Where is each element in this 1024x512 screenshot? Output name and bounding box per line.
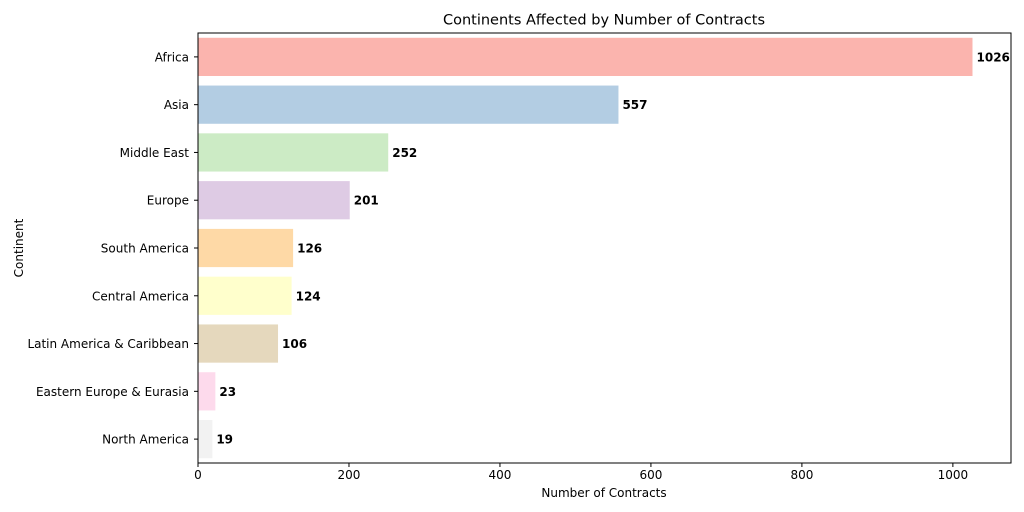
category-label: North America — [102, 433, 189, 447]
category-label: Eastern Europe & Eurasia — [36, 385, 189, 399]
data-label: 252 — [392, 146, 417, 160]
bars-group — [198, 37, 973, 459]
x-tick-label: 1000 — [938, 468, 969, 482]
bar — [198, 181, 350, 220]
data-label: 557 — [622, 98, 647, 112]
x-axis-ticks: 0 200 400 600 800 1000 — [194, 463, 968, 482]
category-label: Africa — [155, 50, 189, 64]
category-labels: Africa Asia Middle East Europe South America… — [27, 50, 198, 447]
data-labels: 1026 557 252 201 126 124 106 23 19 — [216, 50, 1010, 446]
data-label: 1026 — [977, 50, 1010, 64]
bar — [198, 372, 216, 411]
bar — [198, 85, 619, 124]
data-label: 201 — [354, 194, 379, 208]
chart-title: Continents Affected by Number of Contrac… — [443, 13, 765, 29]
category-label: Latin America & Caribbean — [27, 337, 189, 351]
data-label: 19 — [216, 433, 233, 447]
bar — [198, 420, 213, 459]
bar — [198, 133, 389, 172]
bar — [198, 324, 279, 363]
data-label: 124 — [296, 289, 321, 303]
category-label: Asia — [164, 98, 189, 112]
data-label: 106 — [282, 337, 307, 351]
category-label: Europe — [147, 194, 189, 208]
data-label: 23 — [219, 385, 236, 399]
bar — [198, 228, 294, 268]
x-axis-title: Number of Contracts — [541, 486, 666, 500]
bar — [198, 37, 973, 76]
category-label: South America — [101, 242, 189, 256]
bar — [198, 276, 292, 315]
category-label: Middle East — [120, 146, 190, 160]
x-tick-label: 600 — [639, 468, 662, 482]
y-axis-title: Continent — [12, 218, 26, 277]
x-tick-label: 0 — [194, 468, 202, 482]
x-tick-label: 400 — [488, 468, 511, 482]
x-tick-label: 200 — [338, 468, 361, 482]
x-tick-label: 800 — [790, 468, 813, 482]
data-label: 126 — [297, 242, 322, 256]
plot-frame — [197, 32, 1012, 464]
category-label: Central America — [92, 289, 189, 303]
